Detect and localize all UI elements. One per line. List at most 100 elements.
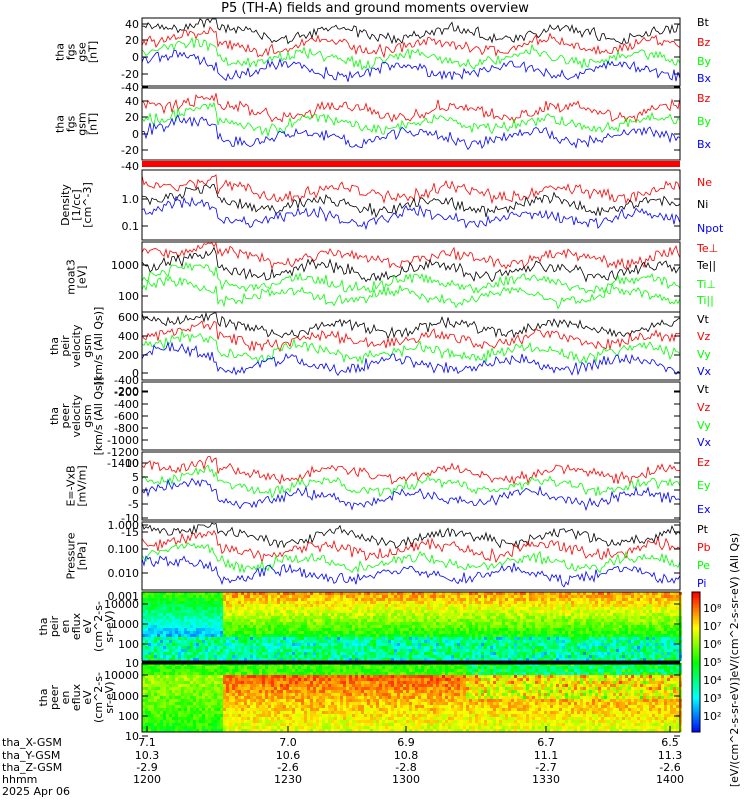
spectrogram-cell: [622, 634, 625, 637]
spectrogram-cell: [421, 655, 424, 658]
ytick-label: 0.001: [108, 590, 140, 603]
spectrogram-cell: [211, 637, 214, 640]
spectrogram-cell: [475, 592, 478, 595]
spectrogram-cell: [367, 631, 370, 634]
spectrogram-cell: [601, 658, 604, 661]
spectrogram-cell: [607, 655, 610, 658]
spectrogram-cell: [157, 619, 160, 622]
spectrogram-cell: [547, 643, 550, 646]
spectrogram-cell: [244, 649, 247, 652]
spectrogram-cell: [259, 666, 262, 669]
spectrogram-cell: [151, 604, 154, 607]
spectrogram-cell: [454, 595, 457, 598]
spectrogram-cell: [511, 652, 514, 655]
spectrogram-cell: [421, 598, 424, 601]
spectrogram-cell: [472, 640, 475, 643]
spectrogram-cell: [232, 628, 235, 631]
spectrogram-cell: [343, 616, 346, 619]
spectrogram-cell: [181, 607, 184, 610]
spectrogram-cell: [382, 598, 385, 601]
spectrogram-cell: [517, 616, 520, 619]
spectrogram-cell: [238, 637, 241, 640]
spectrogram-cell: [610, 625, 613, 628]
spectrogram-cell: [418, 652, 421, 655]
spectrogram-cell: [478, 640, 481, 643]
spectrogram-cell: [193, 669, 196, 672]
spectrogram-cell: [415, 658, 418, 661]
spectrogram-cell: [631, 640, 634, 643]
spectrogram-cell: [424, 666, 427, 669]
spectrogram-cell: [577, 631, 580, 634]
spectrogram-cell: [421, 601, 424, 604]
spectrogram-cell: [448, 613, 451, 616]
spectrogram-cell: [379, 669, 382, 672]
spectrogram-cell: [556, 610, 559, 613]
spectrogram-cell: [223, 622, 226, 625]
spectrogram-cell: [526, 610, 529, 613]
spectrogram-cell: [301, 649, 304, 652]
spectrogram-cell: [286, 666, 289, 669]
spectrogram-cell: [472, 628, 475, 631]
spectrogram-cell: [658, 622, 661, 625]
spectrogram-cell: [178, 607, 181, 610]
spectrogram-cell: [235, 613, 238, 616]
spectrogram-cell: [478, 666, 481, 669]
spectrogram-cell: [259, 619, 262, 622]
spectrogram-cell: [364, 628, 367, 631]
spectrogram-cell: [424, 643, 427, 646]
spectrogram-cell: [394, 640, 397, 643]
spectrogram-cell: [481, 613, 484, 616]
spectrogram-cell: [664, 601, 667, 604]
spectrogram-cell: [613, 610, 616, 613]
spectrogram-cell: [403, 669, 406, 672]
spectrogram-cell: [508, 613, 511, 616]
spectrogram-cell: [190, 631, 193, 634]
spectrogram-cell: [484, 658, 487, 661]
spectrogram-cell: [256, 607, 259, 610]
spectrogram-cell: [613, 604, 616, 607]
spectrogram-cell: [643, 655, 646, 658]
spectrogram-cell: [259, 595, 262, 598]
spectrogram-cell: [148, 616, 151, 619]
spectrogram-cell: [268, 640, 271, 643]
spectrogram-cell: [640, 613, 643, 616]
spectrogram-cell: [235, 666, 238, 669]
spectrogram-cell: [367, 640, 370, 643]
spectrogram-cell: [583, 604, 586, 607]
spectrogram-cell: [526, 658, 529, 661]
spectrogram-cell: [163, 658, 166, 661]
spectrogram-cell: [532, 634, 535, 637]
spectrogram-cell: [271, 631, 274, 634]
spectrogram-cell: [412, 628, 415, 631]
ytick-label: -800: [114, 422, 139, 435]
spectrogram-cell: [379, 628, 382, 631]
spectrogram-cell: [469, 649, 472, 652]
panel-frame: [141, 311, 681, 381]
spectrogram-cell: [274, 631, 277, 634]
spectrogram-cell: [661, 601, 664, 604]
spectrogram-cell: [448, 658, 451, 661]
spectrogram-cell: [271, 634, 274, 637]
spectrogram-cell: [346, 622, 349, 625]
spectrogram-cell: [154, 628, 157, 631]
ylabel-line: velocity: [70, 324, 83, 367]
spectrogram-cell: [277, 672, 280, 675]
spectrogram-cell: [457, 625, 460, 628]
spectrogram-cell: [400, 625, 403, 628]
spectrogram-cell: [388, 595, 391, 598]
spectrogram-cell: [661, 628, 664, 631]
spectrogram-cell: [409, 637, 412, 640]
series-line-Te⊥: [141, 241, 681, 270]
spectrogram-cell: [619, 619, 622, 622]
ytick-label: 10000: [104, 598, 139, 611]
spectrogram-cell: [253, 601, 256, 604]
spectrogram-cell: [172, 601, 175, 604]
spectrogram-cell: [331, 604, 334, 607]
spectrogram-cell: [403, 658, 406, 661]
ytick-label: 100: [118, 290, 139, 303]
spectrogram-cell: [253, 634, 256, 637]
spectrogram-cell: [472, 646, 475, 649]
spectrogram-cell: [151, 658, 154, 661]
spectrogram-cell: [250, 672, 253, 675]
spectrogram-cell: [565, 628, 568, 631]
